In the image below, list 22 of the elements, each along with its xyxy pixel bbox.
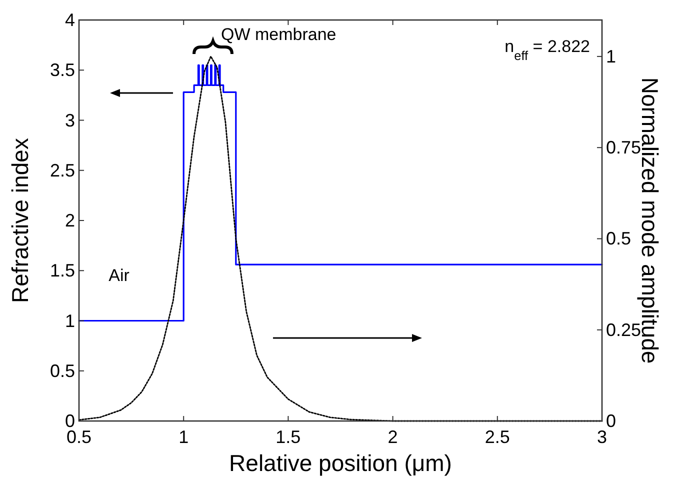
x-tick-label: 3 xyxy=(596,427,608,447)
y-tick-label: 3.5 xyxy=(50,60,75,80)
x-tick-label: 2.5 xyxy=(484,427,510,447)
y-tick-label: 2 xyxy=(64,210,75,230)
y-tick-label: 0.5 xyxy=(50,360,75,381)
y-tick-label: 0 xyxy=(64,411,75,431)
y-axis-title: Refractive index xyxy=(7,138,33,303)
y-tick-label: 1 xyxy=(64,310,75,331)
x-tick-label: 1.5 xyxy=(276,427,301,447)
annotation: QW membrane xyxy=(221,25,336,44)
y-tick-label: 3 xyxy=(64,110,75,130)
y2-tick-label: 1 xyxy=(606,46,616,66)
x-axis-title: Relative position (μm) xyxy=(229,450,452,476)
annotation: Air xyxy=(108,266,130,285)
y2-tick-label: 0 xyxy=(606,411,616,431)
y-tick-label: 4 xyxy=(64,10,75,30)
y-tick-label: 2.5 xyxy=(50,160,75,180)
y2-tick-label: 0.5 xyxy=(606,228,632,249)
y-tick-label: 1.5 xyxy=(50,260,75,281)
x-tick-label: 2 xyxy=(388,427,398,447)
x-tick-label: 1 xyxy=(178,427,189,447)
annotation: n$_{eff}$ = 2.822 xyxy=(504,37,590,62)
